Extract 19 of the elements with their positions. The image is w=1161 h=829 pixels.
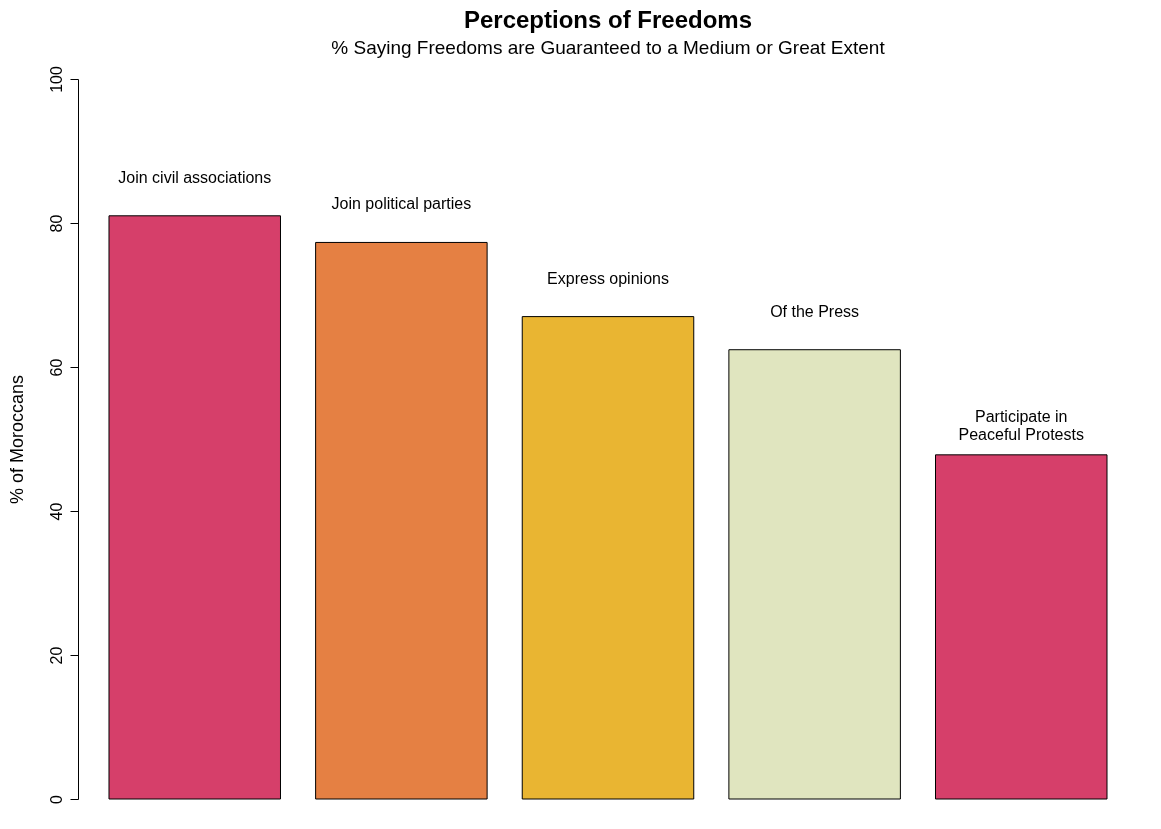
x-tick-label: Participate in Peaceful Protests [958,407,1084,443]
bar [728,349,901,800]
bar [521,316,695,800]
y-tick-label: 20 [47,646,65,665]
bar [108,215,281,800]
bar [935,454,1108,800]
bar [315,241,488,800]
x-tick-label: Join civil associations [118,168,272,186]
chart-subtitle: % Saying Freedoms are Guaranteed to a Medium or Great Extent [331,36,886,58]
chart-title: Perceptions of Freedoms [463,5,753,33]
x-tick-label: Join political parties [331,195,472,213]
y-tick-label: 60 [47,358,65,377]
x-tick-label: Of the Press [770,302,860,320]
y-tick-label: 0 [47,794,65,804]
y-tick-label: 80 [47,214,65,233]
y-axis-title: % of Moroccans [6,374,27,505]
x-tick-label: Express opinions [547,269,669,287]
y-tick-label: 40 [47,502,65,521]
y-tick-label: 100 [47,66,65,93]
